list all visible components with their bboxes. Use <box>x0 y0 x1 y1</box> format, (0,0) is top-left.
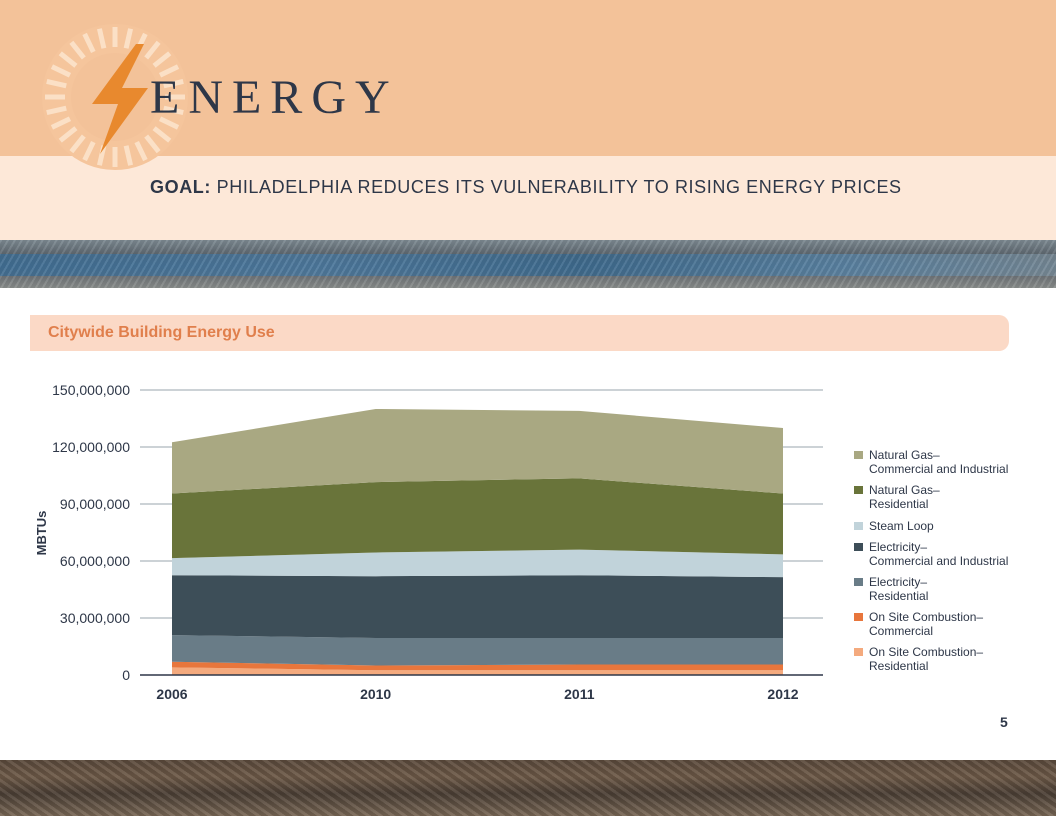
area-series <box>172 635 783 666</box>
aerial-photo-strip <box>0 240 1056 288</box>
legend-swatch <box>854 578 863 586</box>
area-series <box>172 478 783 559</box>
goal-label: GOAL: <box>150 177 211 197</box>
legend-swatch <box>854 522 863 530</box>
goal-text: PHILADELPHIA REDUCES ITS VULNERABILITY T… <box>216 177 902 197</box>
legend-label: Residential <box>869 497 928 511</box>
x-tick-label: 2012 <box>767 686 798 702</box>
legend-swatch <box>854 648 863 656</box>
legend-swatch <box>854 451 863 459</box>
legend-swatch <box>854 613 863 621</box>
legend-label: Commercial and Industrial <box>869 462 1008 476</box>
legend-label: Steam Loop <box>869 519 934 533</box>
y-tick-label: 120,000,000 <box>52 439 130 455</box>
legend-label: Commercial <box>869 624 933 638</box>
area-series <box>172 409 783 494</box>
area-series <box>172 549 783 578</box>
goal-statement: GOAL: PHILADELPHIA REDUCES ITS VULNERABI… <box>150 177 902 198</box>
x-tick-label: 2006 <box>156 686 187 702</box>
legend-label: Natural Gas– <box>869 448 940 462</box>
legend-label: Residential <box>869 589 928 603</box>
legend-label: On Site Combustion– <box>869 610 983 624</box>
y-tick-label: 150,000,000 <box>52 382 130 398</box>
goal-band <box>0 156 1056 240</box>
area-series <box>172 667 783 675</box>
area-series <box>172 575 783 638</box>
chart-title-bar: Citywide Building Energy Use <box>30 315 1009 351</box>
x-tick-label: 2011 <box>564 686 595 702</box>
stacked-area-chart: 0 30,000,000 60,000,000 90,000,000 120,000,0… <box>34 382 1008 702</box>
y-tick-label: 0 <box>122 667 130 683</box>
y-tick-label: 30,000,000 <box>60 610 130 626</box>
y-axis-label: MBTUs <box>34 511 49 556</box>
energy-sun-bolt-icon <box>40 22 190 172</box>
legend-label: Commercial and Industrial <box>869 554 1008 568</box>
legend-swatch <box>854 486 863 494</box>
aerial-photo-footer <box>0 760 1056 816</box>
legend-label: Electricity– <box>869 575 927 589</box>
legend-swatch <box>854 543 863 551</box>
page-number: 5 <box>1000 714 1008 730</box>
legend-label: Residential <box>869 659 928 673</box>
legend-label: On Site Combustion– <box>869 645 983 659</box>
y-tick-label: 60,000,000 <box>60 553 130 569</box>
legend-label: Natural Gas– <box>869 483 940 497</box>
x-tick-label: 2010 <box>360 686 391 702</box>
area-series <box>172 661 783 671</box>
legend-label: Electricity– <box>869 540 927 554</box>
y-tick-label: 90,000,000 <box>60 496 130 512</box>
chart-title: Citywide Building Energy Use <box>48 324 275 341</box>
page-title: ENERGY <box>150 71 399 124</box>
